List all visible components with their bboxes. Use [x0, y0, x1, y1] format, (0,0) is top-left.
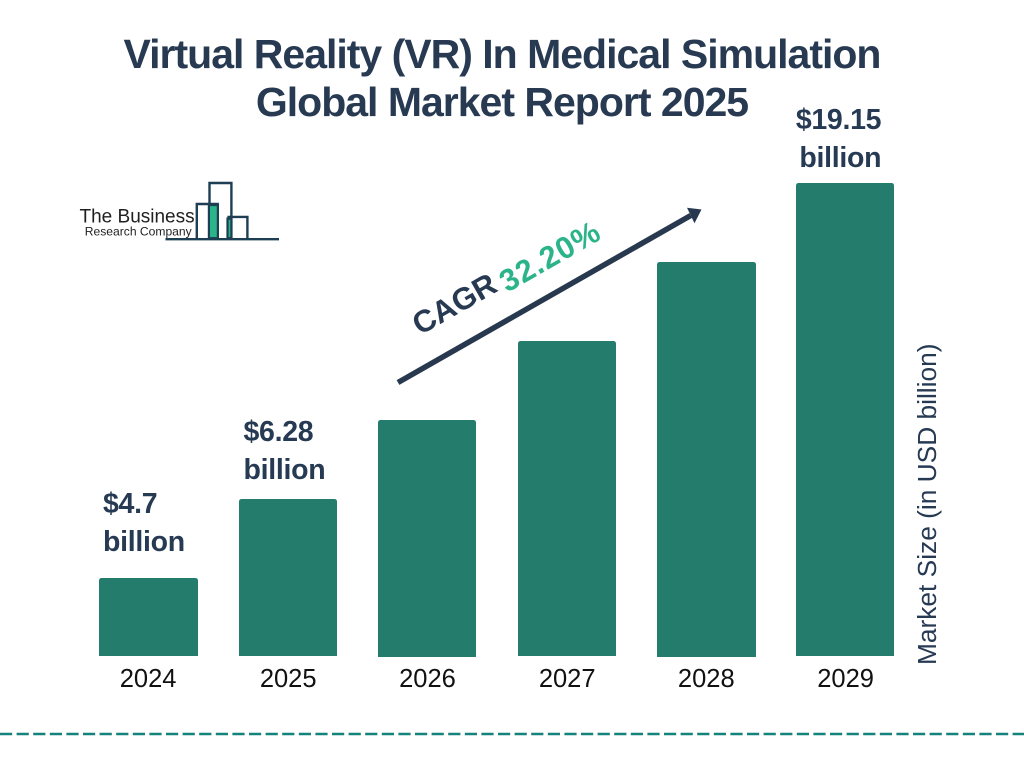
svg-text:Research Company: Research Company	[85, 225, 193, 239]
svg-text:The Business: The Business	[80, 207, 195, 228]
